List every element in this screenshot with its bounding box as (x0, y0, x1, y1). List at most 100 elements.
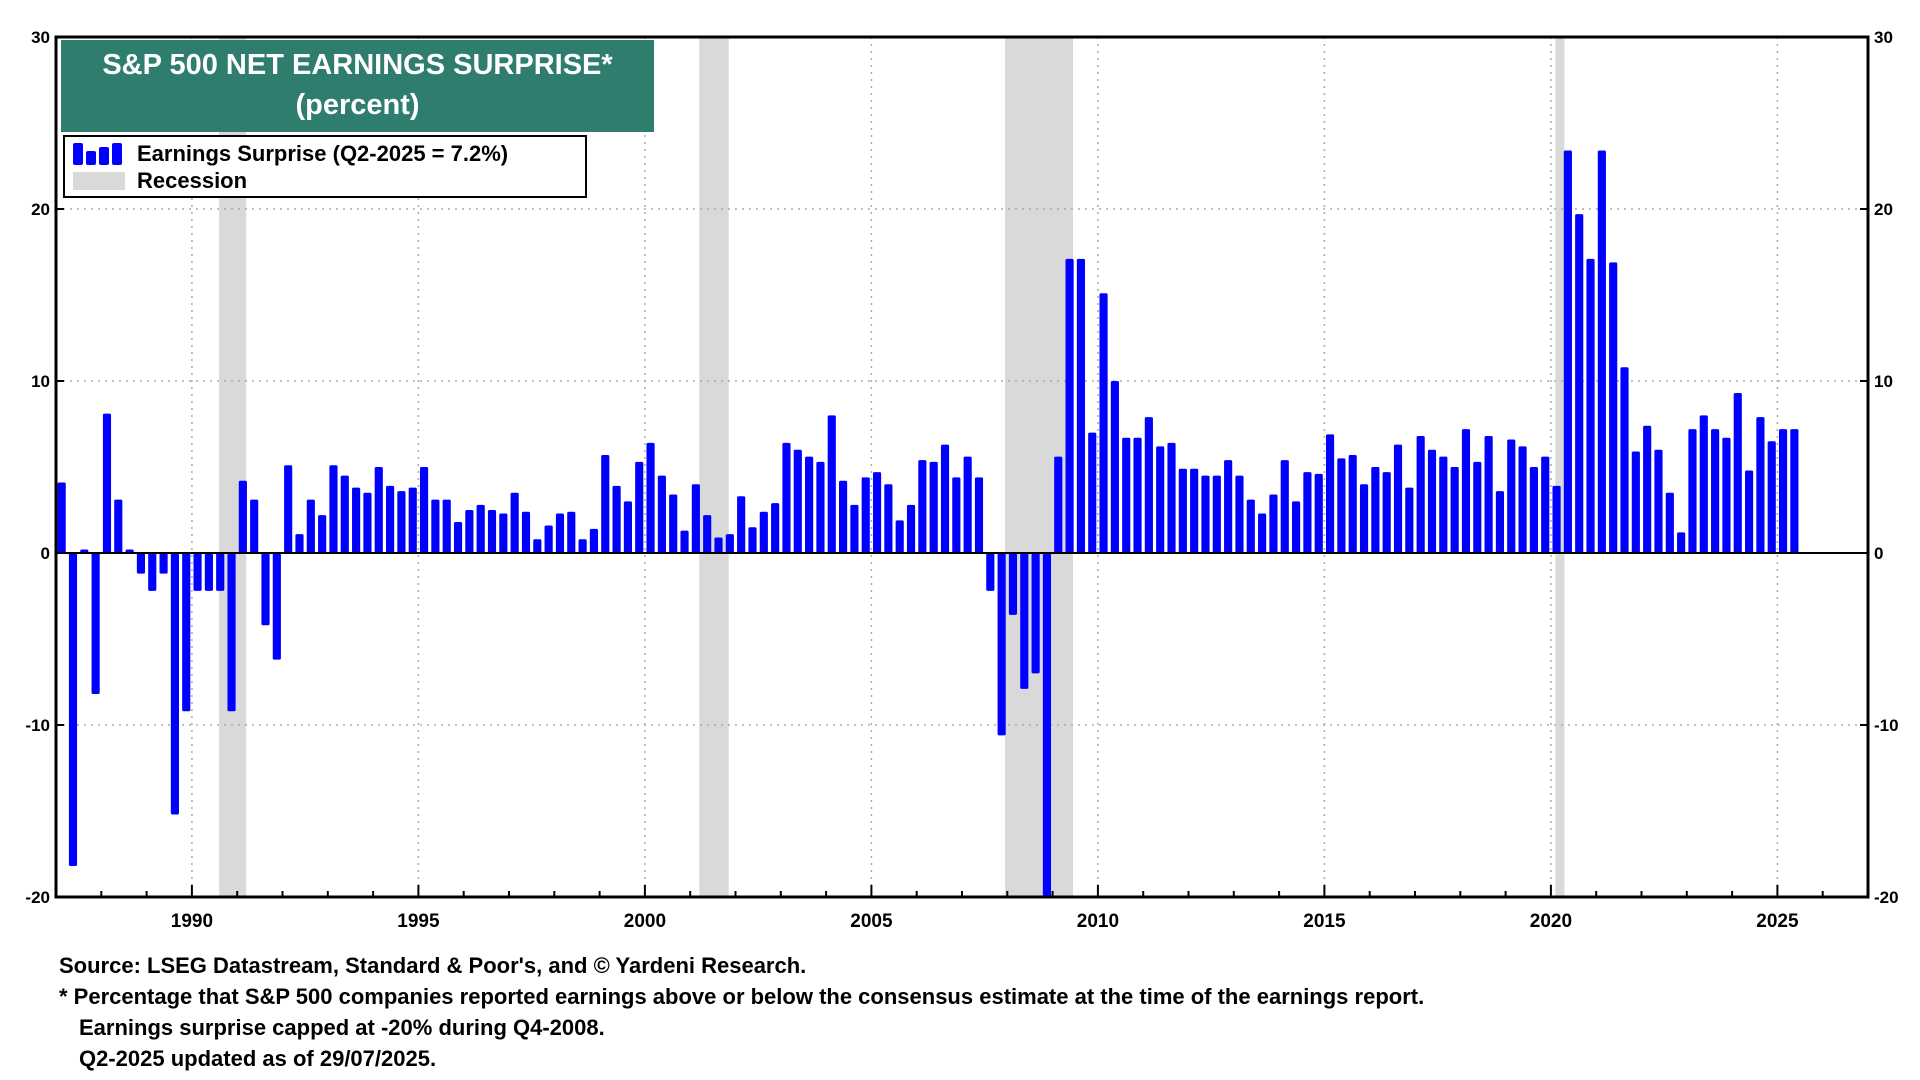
bar (691, 484, 700, 553)
bar (918, 460, 927, 553)
bar (216, 553, 225, 591)
chart-title: S&P 500 NET EARNINGS SURPRISE* (102, 49, 613, 81)
bar (1020, 553, 1029, 689)
y-tick-label-right: -10 (1874, 716, 1899, 735)
bar (771, 503, 780, 553)
bar (227, 553, 236, 712)
bar (1156, 446, 1165, 553)
bar (884, 484, 893, 553)
bar (680, 530, 689, 553)
bar (465, 510, 474, 553)
bar (1212, 475, 1221, 553)
bar (521, 511, 531, 553)
bar (453, 522, 463, 553)
bar (612, 485, 621, 553)
chart-title-box: S&P 500 NET EARNINGS SURPRISE* (percent) (61, 40, 654, 132)
bar (136, 553, 146, 574)
recession-band (699, 37, 729, 897)
y-tick-label-right: -20 (1874, 888, 1899, 907)
bar (952, 477, 961, 553)
bar (578, 539, 587, 553)
y-tick-label-right: 10 (1874, 372, 1893, 391)
legend: Earnings Surprise (Q2-2025 = 7.2%) Reces… (63, 135, 587, 198)
bar (193, 553, 202, 591)
bar (57, 482, 66, 553)
bar (940, 444, 950, 553)
bar (1654, 449, 1663, 553)
bar (261, 553, 270, 626)
bar (555, 513, 565, 553)
bar (386, 485, 395, 553)
bar (1110, 381, 1119, 553)
bar (805, 456, 814, 553)
bar (1767, 441, 1776, 553)
x-tick-label: 2020 (1530, 911, 1572, 932)
legend-item-earnings: Earnings Surprise (Q2-2025 = 7.2%) (65, 141, 508, 167)
bar (1348, 454, 1357, 553)
footnotes: Source: LSEG Datastream, Standard & Poor… (59, 950, 1424, 1074)
legend-item-recession: Recession (65, 168, 247, 194)
bar (1495, 491, 1505, 553)
bar (476, 504, 485, 553)
bar (1201, 475, 1210, 553)
bar (839, 480, 848, 553)
bar (1088, 432, 1097, 553)
x-tick-label: 2010 (1077, 911, 1119, 932)
bar (340, 475, 349, 553)
bar (272, 553, 281, 660)
bar-swatch-icon (73, 143, 125, 165)
bar (1031, 553, 1040, 674)
bar (1144, 417, 1153, 553)
bar (431, 499, 440, 553)
bar (1745, 470, 1754, 553)
y-tick-label-right: 0 (1874, 544, 1883, 563)
bar (997, 553, 1006, 736)
bar (963, 456, 972, 553)
bar (374, 467, 383, 553)
bar (408, 487, 417, 553)
bar (657, 475, 666, 553)
footnote-updated: Q2-2025 updated as of 29/07/2025. (79, 1046, 437, 1071)
bar (442, 499, 451, 553)
bar (68, 553, 78, 867)
bar (1541, 456, 1550, 553)
bar (714, 537, 723, 553)
bar (1269, 494, 1278, 553)
bar (1382, 472, 1391, 553)
bar (284, 465, 293, 553)
ticks (55, 36, 1869, 898)
bar (1065, 258, 1074, 553)
bar (861, 477, 870, 553)
bar (1631, 451, 1640, 553)
bar (635, 461, 644, 553)
bar (1450, 467, 1459, 553)
bar (1699, 415, 1708, 553)
bar (1303, 472, 1312, 553)
bar (1280, 460, 1289, 553)
footnote-cap: Earnings surprise capped at -20% during … (79, 1015, 605, 1040)
bar (1235, 475, 1244, 553)
bar (1473, 461, 1482, 553)
bar (1722, 437, 1731, 553)
x-tick-label: 2005 (850, 911, 893, 932)
bar (1733, 393, 1742, 553)
y-tick-label-left: 0 (41, 544, 50, 563)
bar (1099, 293, 1108, 553)
bar (669, 494, 678, 553)
bar (1427, 449, 1437, 553)
bar (1790, 429, 1799, 553)
bar (782, 442, 791, 553)
bar (906, 504, 916, 553)
bar (295, 534, 304, 553)
x-tick-label: 1990 (171, 911, 213, 932)
chart-subtitle: (percent) (295, 89, 420, 121)
bar (250, 499, 259, 553)
y-tick-label-left: 10 (31, 372, 50, 391)
bar (352, 487, 361, 553)
bar (1405, 487, 1414, 553)
x-tick-label: 2025 (1756, 911, 1799, 932)
bar (1325, 434, 1335, 553)
bar (646, 442, 655, 553)
bars (57, 150, 1799, 897)
